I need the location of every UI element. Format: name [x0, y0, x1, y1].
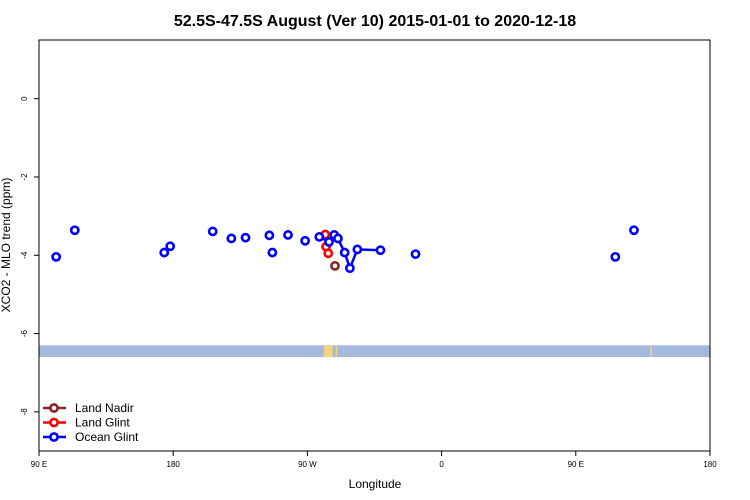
x-tick-label: 90 E: [31, 460, 47, 469]
ocean-glint-point: [333, 233, 343, 244]
x-tick-label: 180: [167, 460, 181, 469]
ocean-glint-point: [324, 237, 334, 247]
x-tick-label: 90 E: [568, 460, 584, 469]
ocean-glint-point: [165, 241, 176, 252]
land-patch: [335, 345, 338, 358]
y-tick-label: -8: [20, 408, 29, 416]
x-tick-label: 90 W: [298, 460, 317, 469]
ocean-glint-point: [629, 225, 639, 236]
plot-area: 90 E 180 90 W 0 90 E 180 0 -2 -4 -6 -8 Land NadirLa…: [20, 39, 717, 469]
y-tick-label: -2: [20, 173, 29, 181]
plot-frame: [38, 39, 711, 452]
legend-land-glint-marker: [49, 417, 59, 428]
legend-ocean-glint-marker: [49, 432, 59, 442]
ocean-glint-point: [159, 247, 170, 258]
ocean-glint-point: [69, 225, 80, 236]
ocean-glint-point: [300, 235, 311, 246]
land-patch: [650, 345, 652, 358]
legend-land-nadir-marker: [49, 403, 59, 413]
ocean-glint-point: [51, 251, 62, 262]
y-tick-label: -4: [20, 251, 29, 259]
ocean-glint-point: [267, 247, 278, 258]
legend-land-glint-label: Land Glint: [75, 416, 130, 430]
ocean-glint-point: [314, 231, 325, 242]
y-tick-label: 0: [20, 96, 29, 101]
ocean-glint-point: [610, 251, 621, 262]
legend-ocean-glint-label: Ocean Glint: [75, 430, 139, 444]
ocean-glint-point: [240, 232, 251, 243]
ocean-glint-point: [226, 233, 237, 244]
ocean-glint-point: [352, 244, 363, 255]
x-tick-label: 180: [703, 460, 717, 469]
ocean-glint-point: [410, 249, 421, 260]
y-tick-label: -6: [20, 329, 29, 337]
land-patch: [323, 345, 333, 358]
ocean-glint-point: [264, 230, 275, 241]
y-axis-label: XCO2 - MLO trend (ppm): [0, 178, 13, 313]
x-axis-label: Longitude: [349, 477, 402, 491]
ocean-glint-point: [283, 230, 293, 240]
ocean-glint-point: [339, 247, 350, 258]
land-nadir-point: [330, 260, 340, 271]
chart-title: 52.5S-47.5S August (Ver 10) 2015-01-01 t…: [174, 13, 576, 30]
land-glint-point: [323, 248, 334, 259]
legend-land-nadir-label: Land Nadir: [75, 401, 134, 415]
x-tick-label: 0: [439, 460, 444, 469]
ocean-band: [39, 345, 710, 358]
ocean-glint-point: [344, 263, 355, 274]
ocean-glint-point: [207, 226, 218, 237]
ocean-glint-point: [375, 245, 386, 256]
